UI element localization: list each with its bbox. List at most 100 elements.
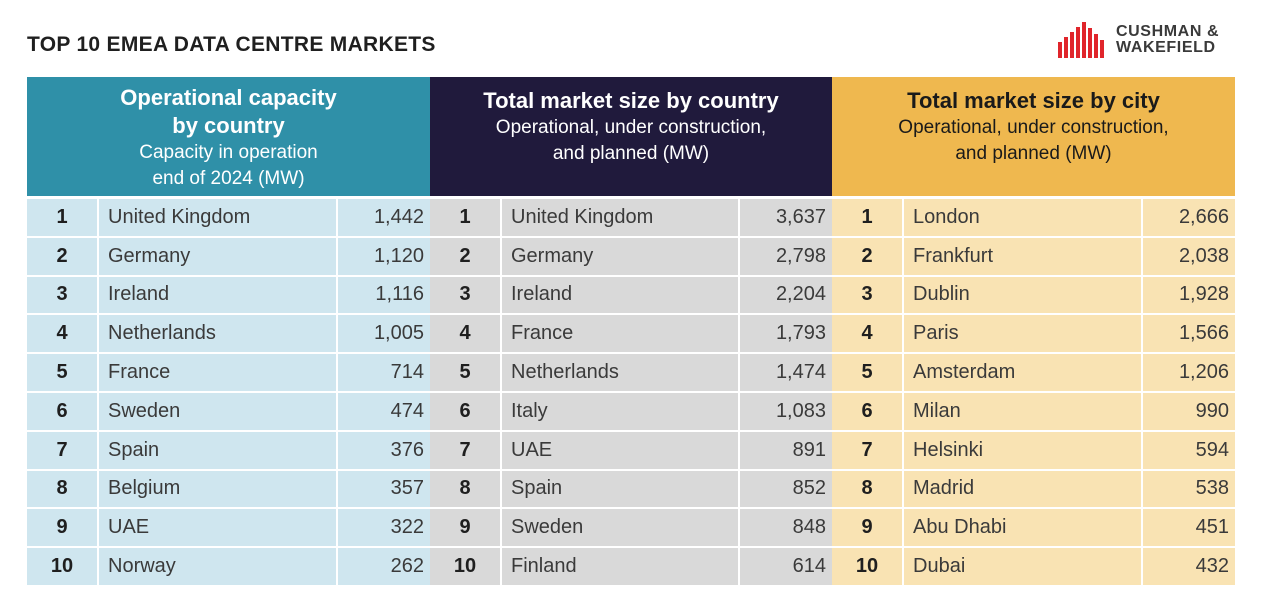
value-cell: 538 [1195,477,1229,500]
rank-cell: 3 [459,283,471,306]
name-cell: United Kingdom [500,199,740,236]
rank-cell: 1 [56,205,68,228]
table-row: 3 Ireland 2,204 [430,274,832,314]
header-title: Total market size by city [907,88,1160,113]
rank-cell: 4 [861,322,873,345]
header-title: Total market size by country [483,88,779,113]
header-subtitle-line-1: Capacity in operation [139,141,318,163]
market-size-country-table: Total market size by country Operational… [430,77,832,585]
name-cell: Germany [500,237,740,275]
rank-cell: 4 [56,322,68,345]
rank-cell: 8 [56,477,68,500]
name-cell: UAE [500,431,740,469]
name-cell: UAE [97,509,338,547]
name-cell: Italy [500,392,740,430]
rank-cell: 10 [50,555,74,578]
value-cell: 451 [1195,516,1229,539]
name-cell: Dubai [902,548,1143,585]
value-cell: 1,566 [1178,322,1229,345]
table-row: 10 Dubai 432 [832,546,1235,585]
table-row: 8 Madrid 538 [832,468,1235,508]
rank-cell: 8 [459,477,471,500]
value-cell: 1,116 [375,283,424,306]
table-row: 8 Belgium 357 [27,468,430,508]
table-row: 1 United Kingdom 1,442 [27,199,430,236]
value-cell: 2,204 [775,283,826,306]
table-row: 2 Germany 2,798 [430,235,832,275]
cushman-wakefield-logo: CUSHMAN & WAKEFIELD [1056,20,1246,62]
name-cell: Germany [97,237,338,275]
name-cell: Netherlands [97,315,338,353]
rank-cell: 4 [459,322,471,345]
logo-line-1: CUSHMAN & [1116,23,1220,40]
table-row: 3 Ireland 1,116 [27,274,430,314]
table-row: 8 Spain 852 [430,468,832,508]
rank-cell: 10 [855,555,879,578]
table-row: 6 Sweden 474 [27,390,430,430]
header-title-line-2: by country [172,112,285,138]
table-row: 5 Netherlands 1,474 [430,352,832,391]
logo-line-2: WAKEFIELD [1116,39,1216,56]
name-cell: Sweden [500,509,740,547]
rank-cell: 7 [459,438,471,461]
rank-cell: 6 [861,399,873,422]
table-rows: 1 London 2,666 2 Frankfurt 2,038 3 Dublin 1,928 4… [832,199,1235,585]
name-cell: Abu Dhabi [902,509,1143,547]
value-cell: 852 [792,477,826,500]
table-row: 6 Italy 1,083 [430,390,832,430]
operational-capacity-header: Operational capacity by country Capacity… [27,77,430,196]
value-cell: 1,928 [1178,283,1229,306]
page-title: TOP 10 EMEA DATA CENTRE MARKETS [27,33,436,56]
name-cell: France [97,354,338,391]
table-row: 10 Finland 614 [430,546,832,585]
table-row: 9 Sweden 848 [430,507,832,547]
value-cell: 714 [390,361,424,384]
table-row: 5 Amsterdam 1,206 [832,352,1235,391]
table-row: 4 France 1,793 [430,313,832,353]
operational-capacity-table: Operational capacity by country Capacity… [27,77,430,585]
rank-cell: 6 [56,399,68,422]
value-cell: 432 [1195,555,1229,578]
table-row: 9 Abu Dhabi 451 [832,507,1235,547]
value-cell: 3,637 [775,205,826,228]
value-cell: 1,083 [775,399,826,422]
market-size-city-header: Total market size by city Operational, u… [832,77,1235,196]
value-cell: 848 [792,516,826,539]
table-row: 2 Frankfurt 2,038 [832,235,1235,275]
header-subtitle-line-2: end of 2024 (MW) [152,167,305,189]
rank-cell: 7 [861,438,873,461]
value-cell: 1,793 [775,322,826,345]
rank-cell: 6 [459,399,471,422]
table-row: 4 Netherlands 1,005 [27,313,430,353]
rank-cell: 10 [453,555,477,578]
name-cell: Norway [97,548,338,585]
rank-cell: 2 [56,244,68,267]
table-row: 5 France 714 [27,352,430,391]
value-cell: 594 [1195,438,1229,461]
header-subtitle-line-1: Operational, under construction, [898,117,1169,138]
rank-cell: 2 [861,244,873,267]
value-cell: 474 [390,399,424,422]
name-cell: Paris [902,315,1143,353]
building-bars-icon [1058,22,1104,58]
rank-cell: 9 [56,516,68,539]
value-cell: 1,442 [373,205,424,228]
value-cell: 990 [1195,399,1229,422]
rank-cell: 9 [861,516,873,539]
table-row: 10 Norway 262 [27,546,430,585]
rank-cell: 9 [459,516,471,539]
rank-cell: 8 [861,477,873,500]
market-size-city-table: Total market size by city Operational, u… [832,77,1235,585]
table-row: 3 Dublin 1,928 [832,274,1235,314]
name-cell: Belgium [97,470,338,508]
name-cell: Dublin [902,276,1143,314]
rank-cell: 7 [56,438,68,461]
rank-cell: 3 [861,283,873,306]
name-cell: Milan [902,392,1143,430]
rankings-tables: Operational capacity by country Capacity… [27,77,1235,585]
value-cell: 376 [390,438,424,461]
table-row: 6 Milan 990 [832,390,1235,430]
value-cell: 2,038 [1178,244,1229,267]
rank-cell: 5 [861,361,873,384]
value-cell: 262 [390,555,424,578]
